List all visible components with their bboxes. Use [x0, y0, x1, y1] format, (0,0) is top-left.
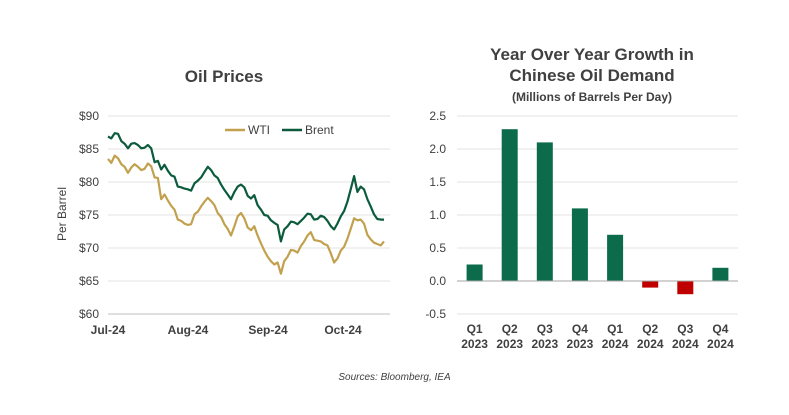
bar	[571, 208, 588, 281]
oil-prices-legend: WTI Brent	[225, 123, 334, 137]
y-tick-label: 1.0	[429, 208, 446, 222]
y-tick-label: 0.0	[429, 274, 446, 288]
bar	[501, 129, 518, 281]
x-tick-label: Jul-24	[91, 323, 126, 337]
y-tick-label: 2.5	[429, 109, 446, 123]
y-tick-label: 0.5	[429, 241, 446, 255]
x-tick-quarter: Q3	[677, 322, 693, 336]
x-tick-quarter: Q2	[502, 322, 518, 336]
y-tick-label: $70	[79, 241, 99, 255]
oil-prices-x-ticks: Jul-24 Aug-24 Sep-24 Oct-24	[91, 323, 362, 337]
x-tick-quarter: Q1	[467, 322, 483, 336]
x-tick-year: 2024	[707, 337, 734, 351]
china-demand-title-line-1: Year Over Year Growth in	[490, 45, 694, 64]
y-tick-label: 1.5	[429, 175, 446, 189]
oil-prices-gridlines	[108, 115, 390, 315]
oil-prices-y-ticks: $60 $65 $70 $75 $80 $85 $90	[79, 109, 99, 321]
legend-label-wti: WTI	[248, 123, 270, 137]
x-tick-year: 2023	[461, 337, 488, 351]
series-line-brent	[107, 132, 384, 243]
x-tick-label: Oct-24	[324, 323, 362, 337]
x-tick-quarter: Q4	[712, 322, 728, 336]
bar	[466, 264, 483, 281]
source-note: Sources: Bloomberg, IEA	[338, 372, 451, 383]
y-tick-label: $60	[79, 307, 99, 321]
bar	[536, 142, 553, 281]
series-line-wti	[107, 154, 385, 275]
x-tick-year: 2024	[672, 337, 699, 351]
china-demand-gridlines	[457, 115, 738, 315]
x-tick-year: 2024	[602, 337, 629, 351]
oil-prices-title: Oil Prices	[185, 67, 263, 86]
x-tick-year: 2024	[637, 337, 664, 351]
bar	[712, 267, 729, 281]
y-tick-label: $80	[79, 175, 99, 189]
x-tick-quarter: Q4	[572, 322, 588, 336]
y-tick-label: 2.0	[429, 142, 446, 156]
y-tick-label: $85	[79, 142, 99, 156]
bar	[607, 234, 624, 281]
oil-prices-y-axis-label: Per Barrel	[55, 187, 69, 241]
x-tick-year: 2023	[531, 337, 558, 351]
bar	[642, 281, 659, 288]
y-tick-label: $65	[79, 274, 99, 288]
x-tick-quarter: Q1	[607, 322, 623, 336]
china-demand-title-line-2: Chinese Oil Demand	[509, 66, 674, 85]
legend-label-brent: Brent	[305, 123, 334, 137]
china-demand-subtitle: (Millions of Barrels Per Day)	[512, 90, 672, 104]
oil-prices-series	[107, 132, 385, 275]
bar	[677, 281, 694, 295]
y-tick-label: -0.5	[425, 307, 446, 321]
x-tick-label: Sep-24	[248, 323, 288, 337]
x-tick-quarter: Q3	[537, 322, 553, 336]
x-tick-year: 2023	[567, 337, 594, 351]
x-tick-label: Aug-24	[168, 323, 209, 337]
china-demand-x-ticks: Q12023Q22023Q32023Q42023Q12024Q22024Q320…	[461, 322, 734, 351]
x-tick-quarter: Q2	[642, 322, 658, 336]
china-demand-y-ticks: -0.5 0.0 0.5 1.0 1.5 2.0 2.5	[425, 109, 446, 321]
x-tick-year: 2023	[496, 337, 523, 351]
y-tick-label: $75	[79, 208, 99, 222]
y-tick-label: $90	[79, 109, 99, 123]
china-demand-bars	[457, 129, 738, 295]
